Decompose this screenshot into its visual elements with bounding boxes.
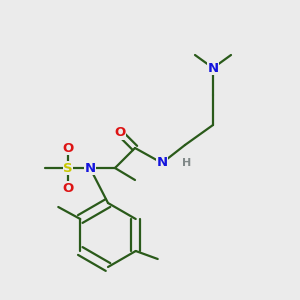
Text: N: N bbox=[207, 61, 219, 74]
Text: H: H bbox=[182, 158, 192, 168]
Text: O: O bbox=[62, 142, 74, 154]
Text: O: O bbox=[114, 127, 126, 140]
Text: O: O bbox=[62, 182, 74, 194]
Text: S: S bbox=[63, 161, 73, 175]
Text: N: N bbox=[156, 157, 168, 169]
Text: N: N bbox=[84, 161, 96, 175]
